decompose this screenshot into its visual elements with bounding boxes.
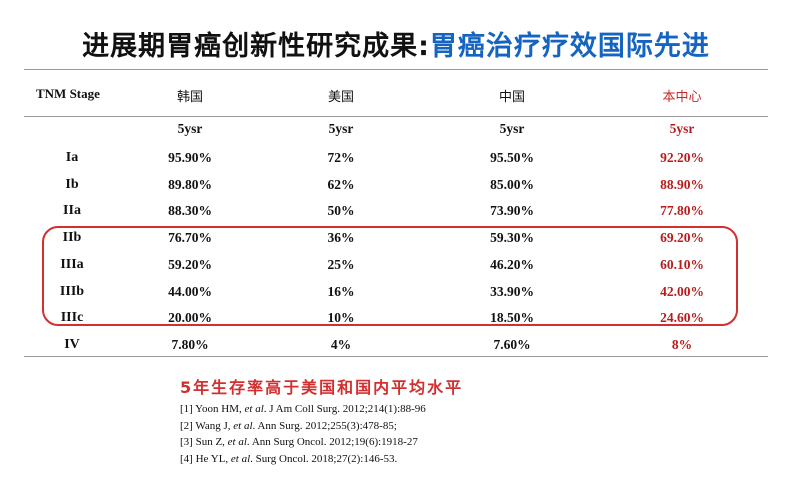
table-cell: 69.20% (660, 230, 704, 245)
table-cell: 59.30% (490, 230, 534, 245)
page-title: 进展期胃癌创新性研究成果:胃癌治疗疗效国际先进 (0, 24, 792, 63)
table-cell: 88.90% (660, 177, 704, 192)
table-cell: 85.00% (490, 177, 534, 192)
table-cell: 72% (327, 150, 355, 165)
col-header-korea: 韩国 (176, 90, 204, 105)
row-stage-label: IV (64, 337, 80, 352)
reference-item: [3] Sun Z, et al. Ann Surg Oncol. 2012;1… (180, 436, 418, 448)
table-cell: 92.20% (660, 150, 704, 165)
row-stage-label: IIa (63, 203, 81, 218)
row-stage-label: IIIc (60, 310, 84, 325)
table-cell: 4% (330, 337, 352, 352)
row-stage-label: IIIb (59, 284, 85, 299)
table-cell: 77.80% (660, 203, 704, 218)
table-cell: 20.00% (168, 310, 212, 325)
reference-list: [1] Yoon HM, et al. J Am Coll Surg. 2012… (180, 401, 426, 467)
row-stage-label: IIIa (60, 257, 84, 272)
subheader-center: 5ysr (669, 121, 695, 136)
reference-item: [2] Wang J, et al. Ann Surg. 2012;255(3)… (180, 419, 397, 432)
col-header-china: 中国 (498, 90, 526, 105)
reference-item: [4] He YL, et al. Surg Oncol. 2018;27(2)… (180, 452, 398, 465)
table-cell: 8% (671, 337, 693, 352)
table-cell: 36% (327, 230, 355, 245)
table-cell: 88.30% (168, 203, 212, 218)
table-cell: 95.50% (490, 150, 534, 165)
table-cell: 24.60% (660, 310, 704, 325)
row-stage-label: IIb (62, 230, 82, 245)
table-cell: 89.80% (168, 177, 212, 192)
title-accent: 胃癌治疗疗效国际先进 (429, 31, 710, 62)
col-header-stage: TNM Stage (36, 86, 100, 101)
highlight-box (42, 226, 738, 326)
table-cell: 62% (327, 177, 355, 192)
table-cell: 59.20% (168, 257, 212, 272)
col-header-center: 本中心 (662, 90, 702, 105)
table-cell: 10% (327, 310, 355, 325)
table-cell: 76.70% (168, 230, 212, 245)
table-cell: 50% (327, 203, 355, 218)
divider-top (24, 69, 768, 70)
table-cell: 25% (327, 257, 355, 272)
summary-statement: 5年生存率高于美国和国内平均水平 (180, 378, 464, 397)
divider-bottom (24, 356, 768, 357)
row-stage-label: Ib (65, 177, 79, 192)
table-cell: 73.90% (490, 203, 534, 218)
subheader-china: 5ysr (499, 121, 525, 136)
divider-header (24, 116, 768, 117)
table-cell: 7.60% (493, 337, 531, 352)
title-main: 进展期胃癌创新性研究成果: (82, 31, 430, 62)
table-cell: 60.10% (660, 257, 704, 272)
table-cell: 18.50% (490, 310, 534, 325)
table-cell: 42.00% (660, 284, 704, 299)
table-cell: 46.20% (490, 257, 534, 272)
row-stage-label: Ia (65, 150, 79, 165)
table-cell: 44.00% (168, 284, 212, 299)
table-cell: 33.90% (490, 284, 534, 299)
table-cell: 95.90% (168, 150, 212, 165)
subheader-usa: 5ysr (328, 121, 354, 136)
table-cell: 16% (327, 284, 355, 299)
subheader-korea: 5ysr (177, 121, 203, 136)
reference-item: [1] Yoon HM, et al. J Am Coll Surg. 2012… (180, 403, 426, 415)
col-header-usa: 美国 (327, 90, 355, 105)
table-cell: 7.80% (171, 337, 209, 352)
